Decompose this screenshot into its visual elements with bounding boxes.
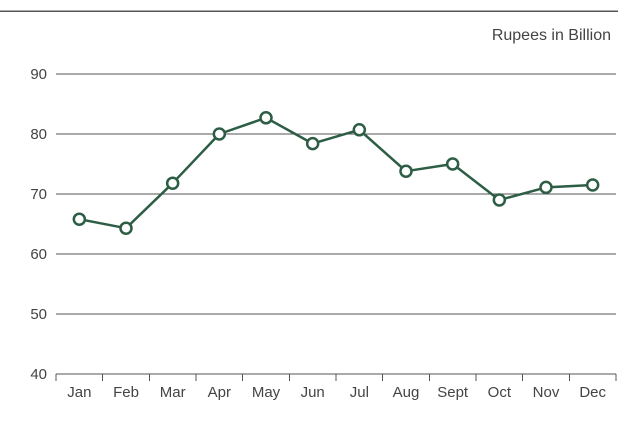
y-tick-label: 80 [30,126,47,143]
data-point-jan [72,212,87,226]
data-point-dec [585,178,600,192]
data-point-feb [119,221,133,235]
data-point-sept [445,157,460,171]
x-tick-label: Oct [488,384,512,401]
data-point-apr [212,127,227,141]
y-tick-label: 90 [30,66,47,83]
data-point-nov [539,180,553,195]
x-tick-label: Apr [208,384,231,401]
data-point-jun [305,136,320,151]
y-tick-label: 40 [30,366,47,383]
x-tick-label: Nov [533,384,560,401]
x-tick-label: Mar [160,384,186,401]
x-axis-ticks [55,374,617,381]
x-tick-label: Jun [301,384,325,401]
data-point-mar [165,176,180,190]
data-point-aug [399,164,413,178]
x-axis-tick-labels: Jan Feb Mar Apr May Jun Jul Aug Sept Oct Nov Dec [67,384,606,401]
series-layer [79,116,593,230]
data-points [72,111,600,235]
unit-label: Rupees in Billion [492,27,611,44]
series-line [79,116,593,230]
x-tick-label: Feb [113,384,139,401]
data-point-jul [352,123,367,137]
x-tick-label: Aug [393,384,420,401]
x-tick-label: Dec [579,384,606,401]
y-axis-tick-labels: 40 50 60 70 80 90 [30,66,47,383]
x-tick-label: May [252,384,281,401]
data-point-may [259,111,273,125]
x-tick-label: Jul [350,384,369,401]
y-tick-label: 60 [30,246,47,263]
x-tick-label: Jan [67,384,91,401]
y-tick-label: 50 [30,306,47,323]
x-tick-label: Sept [437,384,469,401]
grid-lines [56,73,616,375]
y-tick-label: 70 [30,186,47,203]
data-point-oct [492,193,507,207]
